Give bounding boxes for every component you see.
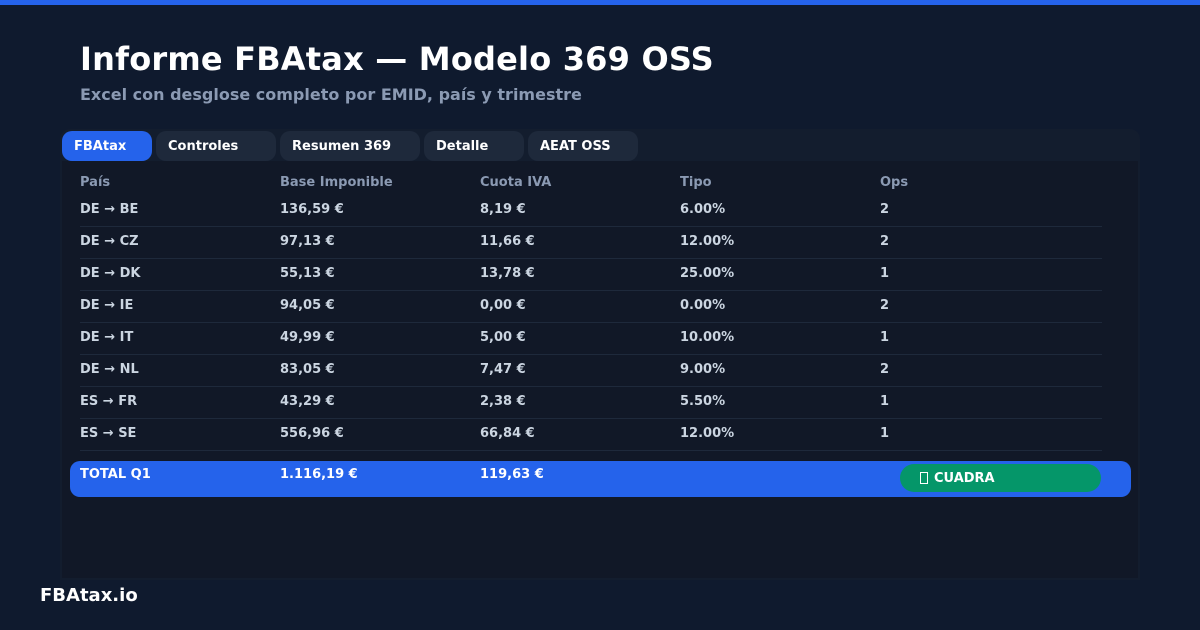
cell-ops: 1 xyxy=(880,426,890,441)
tab-detalle[interactable]: Detalle xyxy=(424,131,524,161)
cell-pais: DE → DK xyxy=(80,266,141,281)
tab-aeat-oss[interactable]: AEAT OSS xyxy=(528,131,638,161)
total-cuota: 119,63 € xyxy=(480,467,544,482)
cell-base: 94,05 € xyxy=(280,298,335,313)
column-header-ops: Ops xyxy=(880,175,909,190)
brand-logo-text: FBAtax.io xyxy=(40,585,138,606)
cell-tipo: 5.50% xyxy=(680,394,726,409)
cell-pais: DE → CZ xyxy=(80,234,139,249)
table-row: DE → NL 83,05 € 7,47 € 9.00% 2 xyxy=(80,355,1102,387)
top-accent-bar xyxy=(0,0,1200,5)
cell-ops: 1 xyxy=(880,394,890,409)
cell-tipo: 10.00% xyxy=(680,330,735,345)
total-label: TOTAL Q1 xyxy=(80,467,151,482)
column-header-base-imponible: Base Imponible xyxy=(280,175,393,190)
cell-pais: ES → SE xyxy=(80,426,137,441)
cell-tipo: 6.00% xyxy=(680,202,726,217)
cell-cuota: 66,84 € xyxy=(480,426,535,441)
table-row: DE → BE 136,59 € 8,19 € 6.00% 2 xyxy=(80,195,1102,227)
table-header: País Base Imponible Cuota IVA Tipo Ops xyxy=(80,175,1102,195)
total-row: TOTAL Q1 1.116,19 € 119,63 € CUADRA xyxy=(70,461,1131,497)
table-row: ES → SE 556,96 € 66,84 € 12.00% 1 xyxy=(80,419,1102,451)
cell-ops: 2 xyxy=(880,202,890,217)
cell-pais: DE → NL xyxy=(80,362,139,377)
column-header-tipo: Tipo xyxy=(680,175,712,190)
cell-cuota: 5,00 € xyxy=(480,330,526,345)
cell-base: 49,99 € xyxy=(280,330,335,345)
cell-pais: ES → FR xyxy=(80,394,138,409)
cell-cuota: 13,78 € xyxy=(480,266,535,281)
cell-ops: 1 xyxy=(880,266,890,281)
tab-resumen-369[interactable]: Resumen 369 xyxy=(280,131,420,161)
cell-base: 83,05 € xyxy=(280,362,335,377)
cell-base: 97,13 € xyxy=(280,234,335,249)
total-base: 1.116,19 € xyxy=(280,467,358,482)
table-row: DE → IE 94,05 € 0,00 € 0.00% 2 xyxy=(80,291,1102,323)
cell-cuota: 7,47 € xyxy=(480,362,526,377)
column-header-cuota-iva: Cuota IVA xyxy=(480,175,552,190)
cell-base: 136,59 € xyxy=(280,202,344,217)
tab-controles[interactable]: Controles xyxy=(156,131,276,161)
cell-ops: 2 xyxy=(880,298,890,313)
cell-pais: DE → BE xyxy=(80,202,139,217)
spreadsheet-preview-card: FBAtax Controles Resumen 369 Detalle AEA… xyxy=(60,129,1140,580)
table-body: DE → BE 136,59 € 8,19 € 6.00% 2 DE → CZ … xyxy=(80,195,1102,451)
cell-tipo: 0.00% xyxy=(680,298,726,313)
cell-ops: 1 xyxy=(880,330,890,345)
cell-pais: DE → IT xyxy=(80,330,134,345)
tab-fbatax[interactable]: FBAtax xyxy=(62,131,152,161)
cell-tipo: 9.00% xyxy=(680,362,726,377)
table-row: DE → CZ 97,13 € 11,66 € 12.00% 2 xyxy=(80,227,1102,259)
column-header-pais: País xyxy=(80,175,111,190)
cell-ops: 2 xyxy=(880,234,890,249)
status-badge: CUADRA xyxy=(900,464,1101,492)
check-icon xyxy=(920,472,928,484)
cell-base: 556,96 € xyxy=(280,426,344,441)
table-row: DE → DK 55,13 € 13,78 € 25.00% 1 xyxy=(80,259,1102,291)
page-subtitle: Excel con desglose completo por EMID, pa… xyxy=(80,85,582,104)
table-row: DE → IT 49,99 € 5,00 € 10.00% 1 xyxy=(80,323,1102,355)
status-label: CUADRA xyxy=(934,470,995,486)
table-row: ES → FR 43,29 € 2,38 € 5.50% 1 xyxy=(80,387,1102,419)
cell-cuota: 0,00 € xyxy=(480,298,526,313)
cell-cuota: 11,66 € xyxy=(480,234,535,249)
cell-tipo: 25.00% xyxy=(680,266,735,281)
cell-base: 55,13 € xyxy=(280,266,335,281)
sheet-tabs: FBAtax Controles Resumen 369 Detalle AEA… xyxy=(62,131,638,161)
cell-pais: DE → IE xyxy=(80,298,134,313)
page-title: Informe FBAtax — Modelo 369 OSS xyxy=(80,40,714,78)
cell-cuota: 2,38 € xyxy=(480,394,526,409)
table-panel: País Base Imponible Cuota IVA Tipo Ops D… xyxy=(62,161,1138,578)
cell-tipo: 12.00% xyxy=(680,426,735,441)
cell-base: 43,29 € xyxy=(280,394,335,409)
cell-tipo: 12.00% xyxy=(680,234,735,249)
cell-ops: 2 xyxy=(880,362,890,377)
cell-cuota: 8,19 € xyxy=(480,202,526,217)
